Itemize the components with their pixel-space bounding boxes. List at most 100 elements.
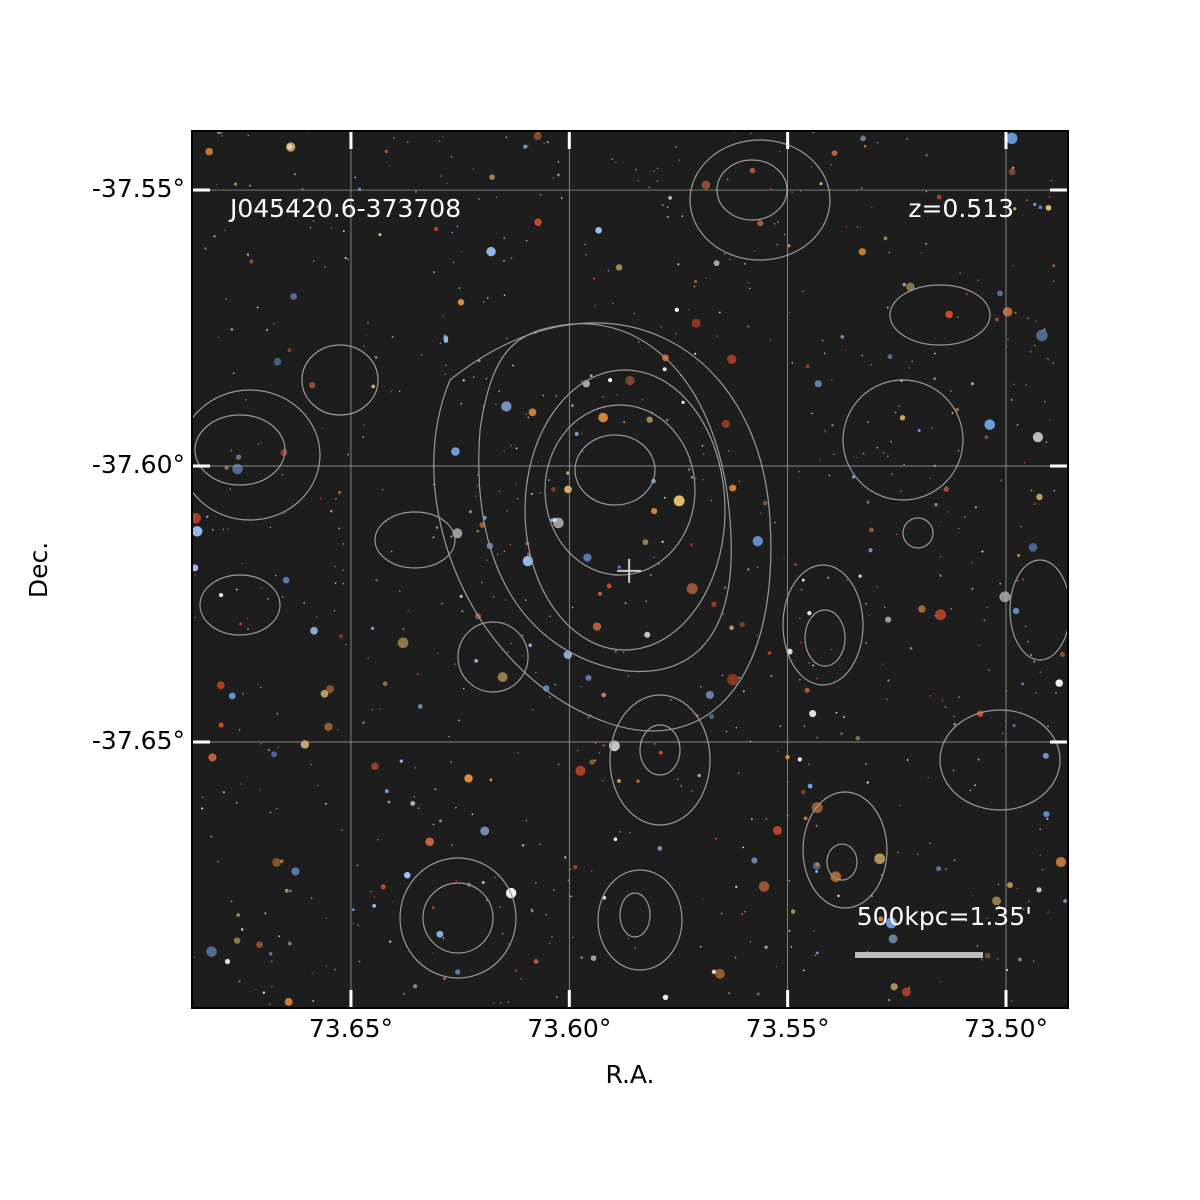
- star: [999, 591, 1011, 603]
- star: [598, 412, 608, 423]
- star: [450, 535, 453, 538]
- star: [425, 837, 435, 847]
- star: [764, 945, 768, 949]
- star: [545, 914, 547, 916]
- star: [688, 468, 691, 471]
- contour: [433, 322, 772, 732]
- star: [310, 763, 312, 766]
- star: [696, 362, 699, 364]
- star: [1030, 489, 1033, 492]
- star: [347, 453, 350, 456]
- star: [594, 759, 597, 762]
- contour: [574, 434, 656, 506]
- star: [908, 987, 911, 989]
- star: [608, 378, 613, 383]
- star: [278, 202, 281, 205]
- star: [827, 576, 830, 579]
- star: [269, 811, 272, 814]
- star: [690, 543, 694, 546]
- star: [1023, 461, 1026, 464]
- star: [572, 936, 574, 939]
- star: [723, 586, 727, 590]
- star: [984, 435, 989, 440]
- star: [597, 591, 602, 596]
- star: [613, 837, 618, 842]
- star: [257, 683, 259, 686]
- star: [256, 306, 259, 309]
- star: [804, 687, 810, 693]
- contour: [782, 564, 864, 686]
- star: [246, 617, 249, 620]
- star: [837, 894, 840, 898]
- star: [846, 579, 849, 581]
- star: [462, 379, 465, 382]
- star: [438, 140, 441, 142]
- star: [739, 621, 745, 628]
- star: [489, 174, 495, 180]
- star: [1047, 725, 1049, 728]
- contour: [619, 892, 651, 938]
- star: [887, 354, 893, 360]
- star: [1036, 887, 1042, 893]
- star: [352, 922, 354, 925]
- star: [388, 940, 392, 943]
- star: [501, 932, 504, 935]
- star: [527, 416, 530, 419]
- star: [807, 783, 813, 789]
- star: [627, 674, 630, 677]
- star: [738, 676, 741, 679]
- star: [773, 223, 776, 225]
- star: [862, 452, 865, 455]
- star: [705, 690, 714, 700]
- star: [507, 651, 509, 653]
- star: [906, 282, 915, 292]
- star: [705, 277, 707, 280]
- star: [296, 198, 299, 201]
- star: [232, 463, 243, 475]
- star: [976, 944, 979, 947]
- star: [589, 374, 593, 378]
- star: [595, 226, 602, 234]
- star: [543, 142, 545, 145]
- star: [758, 881, 770, 892]
- star: [476, 484, 479, 487]
- contour: [804, 609, 846, 667]
- star: [797, 757, 802, 762]
- star: [398, 201, 401, 204]
- star: [788, 879, 791, 882]
- star: [446, 182, 448, 185]
- star: [548, 942, 551, 945]
- star: [311, 972, 314, 974]
- star: [208, 753, 217, 762]
- star: [460, 250, 463, 253]
- star: [398, 390, 401, 393]
- star: [617, 565, 621, 569]
- star: [240, 783, 242, 785]
- star: [710, 499, 713, 502]
- star: [388, 164, 391, 167]
- star: [807, 611, 812, 616]
- star: [805, 364, 810, 369]
- star: [580, 956, 584, 959]
- contour: [609, 694, 711, 826]
- star: [800, 190, 802, 192]
- star: [468, 510, 472, 514]
- star: [977, 758, 980, 761]
- star: [1055, 856, 1066, 868]
- star: [504, 598, 507, 602]
- star: [855, 735, 860, 741]
- star: [952, 769, 955, 772]
- star: [770, 674, 773, 678]
- star: [474, 659, 479, 663]
- star: [953, 859, 956, 862]
- star: [575, 765, 586, 776]
- star: [436, 652, 439, 655]
- star: [906, 759, 909, 761]
- star: [840, 334, 845, 339]
- star: [268, 1003, 271, 1005]
- star: [1039, 671, 1042, 673]
- star: [321, 427, 324, 430]
- star: [448, 735, 450, 738]
- star: [310, 626, 318, 635]
- star: [787, 244, 791, 248]
